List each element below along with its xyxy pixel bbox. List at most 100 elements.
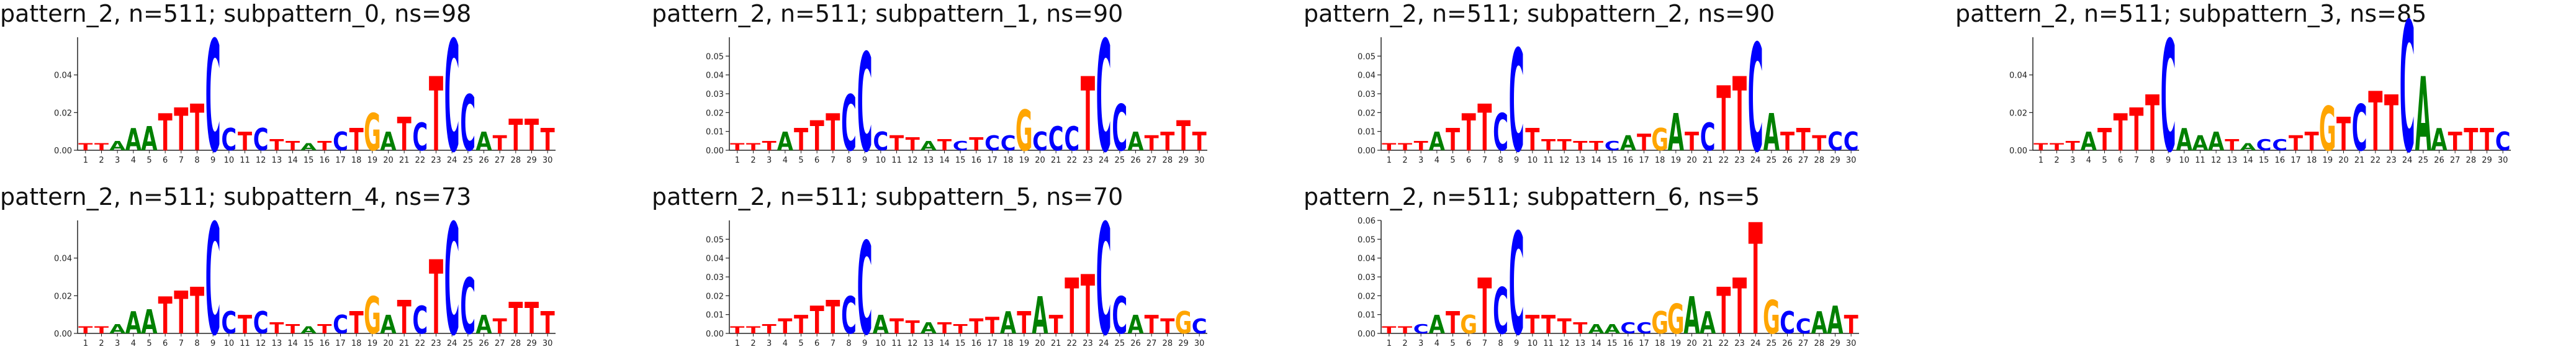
logo-letter: T: [1477, 91, 1492, 166]
x-tick-label: 18: [1003, 156, 1014, 165]
logo-letter-C: C: [984, 132, 1000, 155]
logo-letter: T: [1446, 305, 1460, 341]
logo-letter-T: T: [1732, 56, 1747, 174]
logo-letter-T: T: [1446, 122, 1460, 158]
logo-letter-A: A: [125, 122, 142, 158]
logo-letter: T: [1160, 127, 1174, 156]
x-tick-label: 14: [939, 156, 950, 165]
logo-letter-T: T: [730, 324, 744, 336]
logo-letter: T: [1145, 132, 1159, 155]
logo-letter: A: [2081, 127, 2097, 156]
logo-letter-G: G: [1763, 291, 1780, 345]
logo-letter: T: [794, 310, 808, 340]
logo-letter-C: C: [1112, 91, 1127, 166]
logo-letter: T: [762, 322, 777, 337]
logo-letter: G: [1175, 305, 1192, 341]
logo-letter-A: A: [2431, 122, 2447, 158]
x-tick-label: 30: [1846, 339, 1857, 348]
x-tick-label: 6: [814, 339, 819, 348]
logo-letter: C: [1620, 320, 1636, 337]
x-tick-label: 26: [479, 339, 489, 348]
logo-letter-T: T: [1081, 258, 1095, 353]
logo-letter: T: [826, 103, 840, 162]
logo-letter-T: T: [906, 134, 921, 155]
x-tick-label: 15: [304, 339, 314, 348]
x-tick-label: 18: [351, 156, 362, 165]
logo-letter-C: C: [1493, 274, 1508, 349]
logo-letter-T: T: [541, 122, 555, 158]
logo-letter: T: [2033, 141, 2048, 153]
x-tick-label: 3: [767, 156, 772, 165]
logo-letter: A: [141, 120, 158, 158]
logo-letter: T: [1844, 310, 1858, 340]
logo-letter: C: [857, 25, 873, 174]
logo-letter: T: [2464, 122, 2478, 158]
logo-letter-A: A: [141, 120, 158, 158]
logo-letter-A: A: [1827, 298, 1844, 343]
logo-letter-T: T: [1780, 127, 1795, 156]
logo-letter-T: T: [1557, 315, 1572, 338]
x-tick-label: 6: [814, 156, 819, 165]
logo-letter: A: [1763, 103, 1780, 162]
logo-letter: A: [873, 310, 889, 340]
logo-letter: T: [2114, 103, 2128, 162]
x-tick-label: 3: [2070, 156, 2075, 165]
x-tick-label: 20: [2338, 156, 2349, 165]
logo-letter-C: C: [205, 9, 221, 174]
logo-letter: T: [889, 132, 904, 155]
logo-letter-A: A: [300, 141, 317, 153]
x-tick-label: 25: [1767, 339, 1777, 348]
x-tick-label: 23: [1083, 156, 1093, 165]
x-tick-label: 28: [511, 339, 521, 348]
logo-letter: A: [1827, 298, 1844, 343]
logo-letter: C: [1096, 9, 1112, 174]
x-tick-label: 26: [1782, 156, 1793, 165]
x-tick-label: 18: [1655, 339, 1665, 348]
x-tick-label: 2: [1402, 339, 1407, 348]
y-tick-label: 0.04: [1358, 71, 1376, 81]
x-tick-label: 22: [415, 339, 426, 348]
y-tick-label: 0.02: [1358, 292, 1376, 301]
x-tick-label: 15: [304, 156, 314, 165]
logo-letter: T: [826, 291, 840, 345]
logo-letter: T: [1160, 315, 1174, 338]
logo-letter-A: A: [921, 320, 937, 337]
y-tick-label: 0.05: [706, 52, 724, 61]
logo-letter-A: A: [2415, 56, 2431, 174]
logo-letter-A: A: [1683, 286, 1700, 345]
x-tick-label: 21: [1703, 156, 1713, 165]
x-tick-label: 14: [287, 156, 298, 165]
x-tick-label: 29: [1178, 156, 1189, 165]
logo-letter: C: [205, 192, 221, 357]
logo-letter-T: T: [1192, 127, 1207, 156]
logo-letter: A: [2192, 132, 2208, 155]
logo-letter: C: [460, 263, 475, 352]
x-tick-label: 13: [1575, 339, 1586, 348]
logo-letter-T: T: [1446, 305, 1460, 341]
y-tick-label: 0.03: [706, 90, 724, 99]
logo-letter: T: [2305, 127, 2319, 156]
y-tick-label: 0.00: [1358, 147, 1376, 156]
logo-letter: A: [1620, 132, 1636, 155]
logo-letter-G: G: [1651, 305, 1669, 341]
logo-letter-T: T: [1477, 91, 1492, 166]
logo-letter: T: [1557, 137, 1572, 154]
x-tick-label: 29: [526, 339, 537, 348]
x-tick-label: 20: [1687, 339, 1697, 348]
logo-letter-T: T: [810, 114, 824, 160]
x-tick-label: 8: [194, 339, 199, 348]
x-tick-label: 6: [2118, 156, 2123, 165]
logo-letter-A: A: [1429, 127, 1445, 156]
x-tick-label: 17: [987, 339, 998, 348]
logo-letter: T: [746, 324, 760, 336]
logo-letter-A: A: [1700, 305, 1716, 341]
logo-letter: T: [889, 315, 904, 338]
logo-letter: A: [921, 138, 937, 153]
x-tick-label: 24: [447, 156, 457, 165]
logo-letter: T: [1049, 310, 1063, 340]
x-tick-label: 11: [240, 339, 250, 348]
logo-letter: C: [1032, 127, 1048, 156]
y-tick-label: 0.02: [706, 109, 724, 118]
logo-letter-T: T: [94, 324, 109, 336]
x-tick-label: 18: [351, 339, 362, 348]
